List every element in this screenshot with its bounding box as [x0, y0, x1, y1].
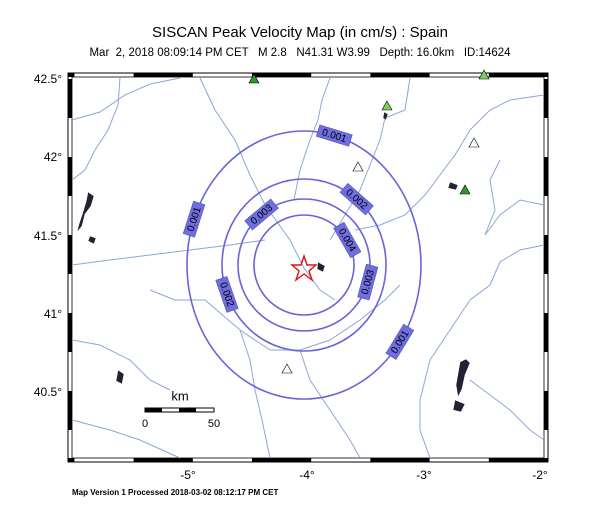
frame-seg	[68, 458, 75, 462]
frame-seg	[68, 79, 72, 118]
contour-label-box	[385, 323, 415, 360]
scale-end: 50	[208, 418, 220, 430]
lat-label: 41.5°	[34, 229, 62, 243]
contour	[186, 130, 422, 400]
axis-labels: 42.5° 42° 41.5° 41° 40.5° -5° -4° -3° -2°	[34, 72, 548, 482]
frame-seg	[252, 73, 312, 77]
stations	[248, 69, 490, 374]
contour-label-box	[215, 276, 239, 313]
lakes	[76, 111, 471, 413]
frame-seg	[488, 458, 548, 462]
scale-bar: km 0 50	[142, 388, 220, 429]
lat-label: 42°	[44, 150, 62, 164]
scale-unit: km	[171, 388, 188, 403]
frame-seg	[68, 73, 75, 77]
frame-seg	[68, 235, 72, 274]
scale-start: 0	[142, 418, 148, 430]
contour-label-box	[333, 221, 362, 259]
frame-seg	[544, 235, 548, 274]
map-frame	[67, 72, 549, 463]
subtitle: Mar 2, 2018 08:09:14 PM CET M 2.8 N41.31…	[89, 47, 511, 59]
frame-seg	[370, 73, 430, 77]
frame-seg	[488, 73, 548, 77]
frame-seg	[544, 391, 548, 430]
frame-seg	[252, 458, 312, 462]
frame-seg	[370, 458, 430, 462]
contour-label-box	[339, 183, 374, 216]
lat-label: 41°	[44, 307, 62, 321]
lon-label: -4°	[299, 468, 315, 482]
epicenter	[290, 253, 318, 282]
rivers	[71, 77, 545, 459]
frame-seg	[68, 391, 72, 430]
contour-label-box	[315, 124, 353, 147]
contour-label-box	[182, 200, 206, 238]
title: SISCAN Peak Velocity Map (in cm/s) : Spa…	[152, 24, 448, 41]
frame-seg	[544, 79, 548, 118]
frame-seg	[133, 458, 193, 462]
lon-label: -2°	[532, 468, 548, 482]
contour-label-box	[244, 198, 279, 231]
lon-label: -5°	[180, 468, 196, 482]
lat-label: 40.5°	[34, 385, 62, 399]
contour	[221, 178, 387, 352]
frame-seg	[544, 157, 548, 196]
frame-seg	[133, 73, 193, 77]
contour	[253, 214, 355, 316]
footer: Map Version 1 Processed 2018-03-02 08:12…	[72, 488, 278, 497]
contour-label-box	[357, 263, 379, 301]
frame-seg	[544, 313, 548, 352]
frame-seg	[68, 313, 72, 352]
frame-seg	[68, 157, 72, 196]
map-area	[71, 76, 545, 459]
lon-label: -3°	[416, 468, 432, 482]
lat-label: 42.5°	[34, 72, 62, 86]
